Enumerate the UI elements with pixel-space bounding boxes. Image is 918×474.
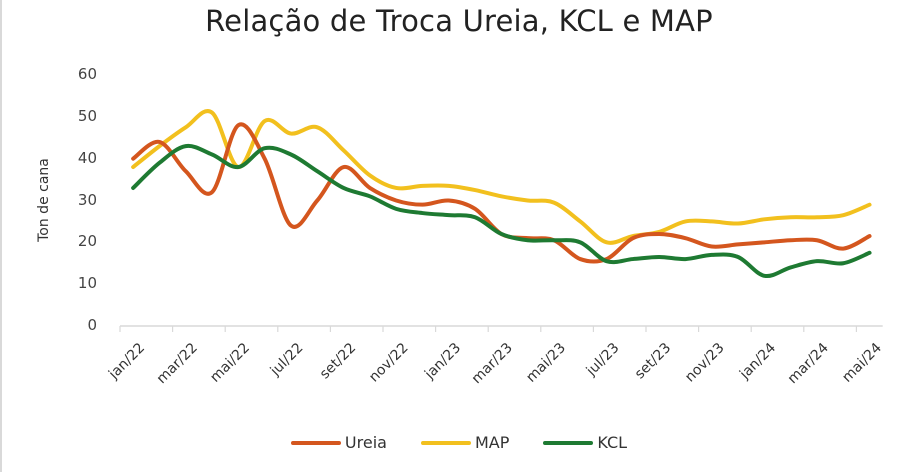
legend-item-kcl: KCL	[543, 433, 627, 452]
series-line-kcl	[131, 143, 872, 279]
series-line-map	[131, 109, 872, 245]
legend: Ureia MAP KCL	[0, 433, 918, 452]
legend-item-map: MAP	[420, 433, 510, 452]
legend-swatch-ureia	[290, 440, 341, 445]
series-line-ureia	[131, 122, 872, 264]
y-tick-label: 40	[77, 148, 97, 167]
y-tick-label: 30	[77, 190, 97, 209]
legend-swatch-kcl	[543, 440, 594, 445]
legend-swatch-map	[420, 440, 471, 445]
legend-label: MAP	[474, 433, 510, 452]
y-tick-label: 0	[87, 316, 97, 334]
y-tick-label: 20	[77, 232, 97, 251]
y-tick-label: 10	[77, 274, 97, 293]
y-tick-label: 50	[77, 106, 97, 125]
legend-label: KCL	[597, 433, 628, 452]
chart-title: Relação de Troca Ureia, KCL e MAP	[205, 4, 713, 38]
legend-item-ureia: Ureia	[290, 433, 387, 452]
legend-label: Ureia	[344, 433, 387, 452]
y-tick-label: 60	[77, 65, 97, 83]
